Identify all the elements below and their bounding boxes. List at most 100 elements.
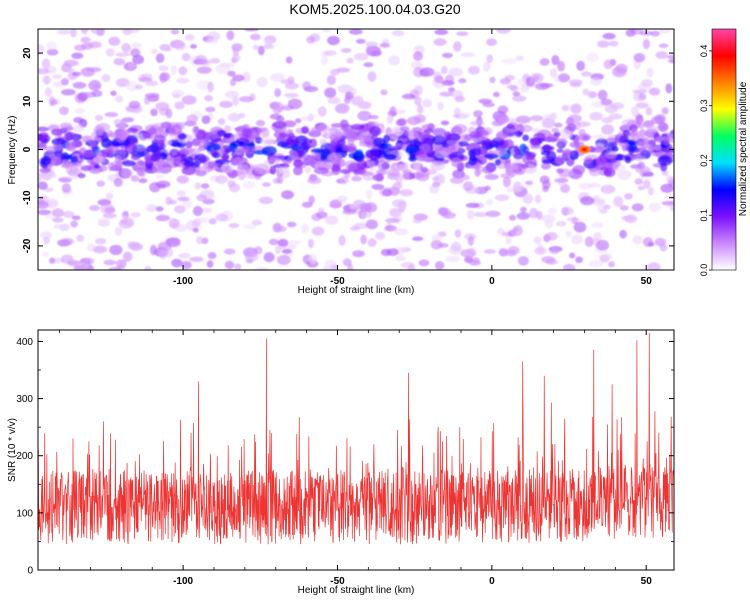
heatmap-cell <box>608 261 615 268</box>
heatmap-cell <box>232 74 245 82</box>
heatmap-cell <box>114 226 123 236</box>
heatmap-cell <box>326 75 337 86</box>
heatmap-cell <box>128 100 141 109</box>
heatmap-cell <box>206 260 214 268</box>
heatmap-cell <box>448 87 456 93</box>
heatmap-cell <box>233 156 243 166</box>
spectrogram-y-axis-label: Frequency (Hz) <box>7 116 18 185</box>
heatmap-cell <box>61 154 73 160</box>
snr-x-axis-label: Height of straight line (km) <box>298 585 415 596</box>
heatmap-cell <box>262 129 270 138</box>
heatmap-cell <box>482 165 495 174</box>
heatmap-cell <box>120 168 133 179</box>
heatmap-cell <box>38 68 50 75</box>
heatmap-cell <box>458 112 471 119</box>
heatmap-cell <box>558 73 571 83</box>
heatmap-cell <box>165 237 181 248</box>
heatmap-cell <box>155 180 171 188</box>
heatmap-cell <box>176 77 190 84</box>
heatmap-cell <box>570 103 582 114</box>
heatmap-cell <box>632 235 643 245</box>
heatmap-cell <box>541 163 551 170</box>
y-tick-label: 0 <box>22 146 33 152</box>
heatmap-cell <box>45 145 56 152</box>
heatmap-cell <box>505 249 517 257</box>
heatmap-cell <box>56 128 63 137</box>
heatmap-cell <box>566 217 580 222</box>
snr-panel: -100 -50 0 50 0 100 200 300 400 Height of strai… <box>7 329 675 596</box>
heatmap-cell <box>73 117 84 124</box>
heatmap-cell <box>545 231 558 241</box>
heatmap-cell <box>379 42 391 48</box>
heatmap-cell <box>603 59 613 70</box>
heatmap-cell <box>229 78 237 87</box>
heatmap-cell <box>42 58 51 69</box>
heatmap-cell <box>196 80 211 91</box>
heatmap-cell <box>146 204 157 213</box>
heatmap-cell <box>395 255 407 262</box>
heatmap-cell <box>307 177 322 185</box>
heatmap-cell <box>275 245 282 255</box>
heatmap-cell <box>392 182 403 190</box>
heatmap-cell <box>383 153 397 160</box>
heatmap-cell <box>108 266 122 270</box>
heatmap-cell <box>103 259 117 266</box>
heatmap-cell <box>192 127 199 135</box>
heatmap-cell <box>516 212 530 220</box>
heatmap-cell <box>513 225 523 237</box>
heatmap-cell <box>201 115 211 124</box>
heatmap-cell <box>601 124 615 135</box>
heatmap-cell <box>401 170 410 181</box>
heatmap-cell <box>438 243 449 248</box>
heatmap-cell <box>386 113 394 124</box>
heatmap-cell <box>287 240 302 245</box>
heatmap-cell <box>304 167 312 174</box>
heatmap-cell <box>347 162 362 173</box>
heatmap-cell <box>287 98 303 110</box>
heatmap-cell <box>625 29 636 37</box>
heatmap-cell <box>109 244 123 256</box>
heatmap-cell <box>413 161 421 171</box>
heatmap-cell <box>76 234 85 242</box>
heatmap-cell <box>668 58 674 64</box>
heatmap-cell <box>170 124 182 135</box>
heatmap-cell <box>181 53 191 62</box>
heatmap-cell <box>38 126 50 132</box>
heatmap-cell <box>204 95 214 102</box>
heatmap-cell <box>196 194 207 202</box>
heatmap-cell <box>41 75 52 84</box>
heatmap-cell <box>192 205 203 217</box>
heatmap-cell <box>365 45 373 56</box>
heatmap-cell <box>71 215 81 221</box>
heatmap-cell <box>135 160 145 168</box>
heatmap-cell <box>327 97 341 104</box>
y-tick-label: 300 <box>16 394 33 405</box>
heatmap-cell <box>293 159 304 168</box>
heatmap-cell <box>80 29 89 35</box>
heatmap-cell <box>286 221 297 228</box>
heatmap-cell <box>68 68 76 79</box>
heatmap-cell <box>484 173 499 180</box>
heatmap-cell <box>180 153 187 162</box>
heatmap-cell <box>349 203 357 210</box>
heatmap-cell <box>506 123 515 130</box>
heatmap-cell <box>335 129 344 138</box>
heatmap-cell <box>44 87 53 97</box>
heatmap-cell <box>276 255 291 265</box>
heatmap-cell <box>522 134 530 142</box>
heatmap-cell <box>520 84 530 93</box>
heatmap-cell <box>257 127 266 132</box>
heatmap-cell <box>350 226 360 231</box>
heatmap-cell <box>73 265 88 270</box>
heatmap-cell <box>434 150 448 159</box>
heatmap-cell <box>60 254 74 264</box>
heatmap-cell <box>340 168 352 174</box>
heatmap-cell <box>274 88 282 98</box>
heatmap-cell <box>301 126 309 134</box>
heatmap-cell <box>285 56 293 64</box>
heatmap-cell <box>367 161 376 168</box>
heatmap-cell <box>615 63 628 74</box>
heatmap-cell <box>276 225 287 233</box>
heatmap-cell <box>604 150 618 159</box>
heatmap-cell <box>513 152 524 160</box>
